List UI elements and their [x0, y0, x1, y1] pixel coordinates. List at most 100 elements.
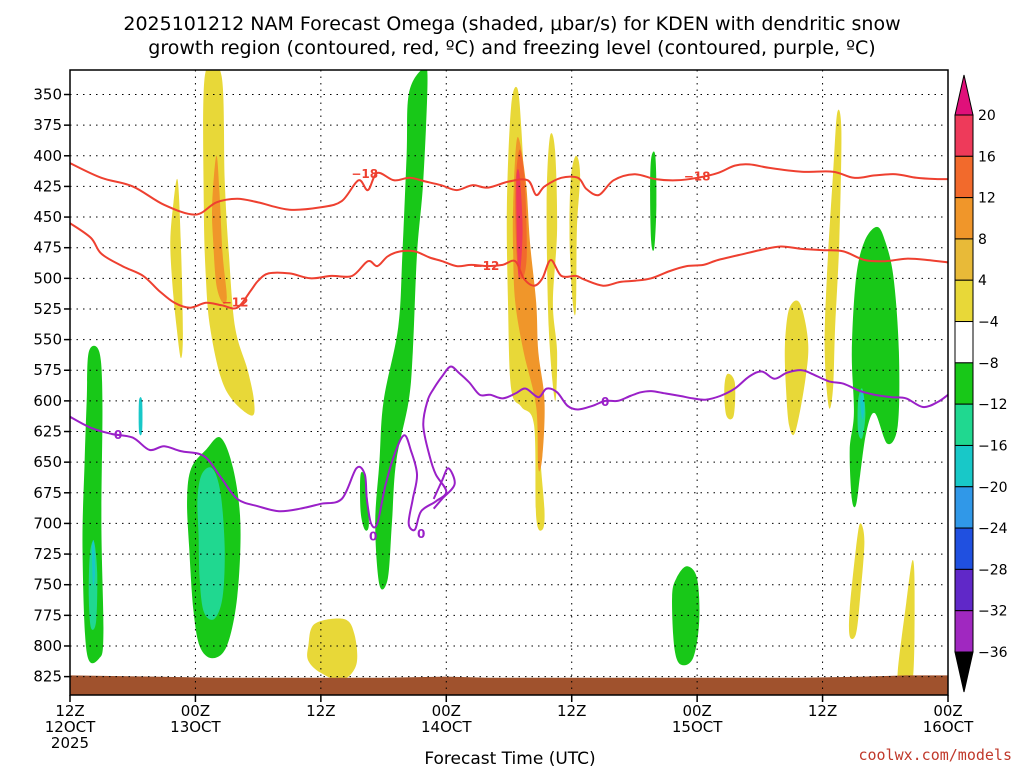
colorbar-label: −4 — [978, 315, 999, 331]
omega-region-8 — [516, 168, 523, 280]
colorbar-band — [954, 155, 974, 199]
plot-frame — [69, 69, 949, 696]
isotherm-label: −18 — [684, 169, 711, 183]
omega-region-2 — [212, 155, 227, 304]
y-tick-label: 675 — [33, 484, 62, 502]
colorbar-band — [954, 321, 974, 364]
y-tick-label: 500 — [33, 269, 62, 287]
isotherm-label: −12 — [222, 296, 249, 310]
colorbar-band — [954, 568, 974, 612]
y-tick-label: 775 — [33, 606, 62, 624]
x-tick-label: 00Z — [181, 702, 210, 720]
y-tick-label: 625 — [33, 423, 62, 441]
y-tick-label: 725 — [33, 545, 62, 563]
terrain-fill — [70, 675, 948, 695]
x-tick-label: 16OCT — [923, 718, 974, 736]
colorbar-band — [954, 362, 974, 405]
colorbar-label: −16 — [978, 438, 1008, 454]
omega-region-22 — [197, 467, 225, 620]
omega-region-11 — [724, 373, 736, 420]
isotherm-label: 0 — [601, 395, 609, 409]
omega-region-25 — [849, 226, 900, 508]
y-tick-label: 700 — [33, 514, 62, 532]
y-tick-label: 650 — [33, 453, 62, 471]
colorbar-band — [954, 403, 974, 446]
isotherm-1 — [70, 222, 948, 310]
omega-region-4 — [546, 133, 558, 402]
terrain-surface — [70, 675, 948, 695]
x-tick-label: 2025 — [51, 734, 89, 752]
colorbar-label: −36 — [978, 645, 1008, 661]
colorbar-band — [954, 114, 974, 157]
x-tick-label: 12Z — [808, 702, 837, 720]
colorbar-label: 16 — [978, 149, 996, 165]
colorbar-band — [954, 486, 974, 529]
colorbar-band — [954, 610, 974, 653]
colorbar-band — [954, 444, 974, 488]
x-tick-label: 12Z — [557, 702, 586, 720]
omega-region-16 — [359, 471, 369, 531]
x-tick-label: 14OCT — [421, 718, 472, 736]
x-tick-label: 12Z — [306, 702, 335, 720]
y-tick-label: 350 — [33, 86, 62, 104]
omega-region-14 — [897, 559, 915, 693]
colorbar-label: 4 — [978, 273, 987, 289]
colorbar-label: 20 — [978, 108, 996, 124]
title-line-1: 2025101212 NAM Forecast Omega (shaded, μ… — [123, 13, 900, 35]
isotherm-label: −12 — [473, 259, 500, 273]
isotherm-label: 0 — [369, 530, 377, 544]
isotherm-label: −18 — [351, 167, 378, 181]
y-tick-label: 600 — [33, 392, 62, 410]
omega-region-23 — [650, 151, 657, 251]
y-tick-label: 750 — [33, 576, 62, 594]
omega-region-24 — [672, 566, 700, 666]
omega-region-0 — [170, 178, 183, 359]
omega-region-1 — [203, 70, 255, 416]
y-tick-label: 425 — [33, 177, 62, 195]
omega-region-18 — [88, 540, 98, 630]
gridlines — [70, 70, 948, 695]
y-tick-label: 375 — [33, 116, 62, 134]
x-tick-label: 00Z — [682, 702, 711, 720]
x-tick-label: 00Z — [432, 702, 461, 720]
colorbar-band — [954, 197, 974, 240]
isotherm-2 — [70, 365, 948, 532]
colorbar-label: −8 — [978, 356, 999, 372]
omega-region-19 — [91, 539, 96, 586]
title-line-2: growth region (contoured, red, ºC) and f… — [148, 37, 875, 59]
omega-region-20 — [138, 397, 143, 436]
colorbar-label: −28 — [978, 562, 1008, 578]
x-tick-label: 12OCT — [45, 718, 96, 736]
colorbar-label: 12 — [978, 191, 996, 207]
x-tick-label: 15OCT — [672, 718, 723, 736]
x-tick-label: 12Z — [55, 702, 84, 720]
y-tick-label: 550 — [33, 331, 62, 349]
credit-link[interactable]: coolwx.com/models — [858, 746, 1012, 764]
omega-region-10 — [784, 300, 809, 436]
colorbar-bottom-arrow — [954, 651, 974, 693]
isotherm-0 — [70, 162, 948, 216]
y-tick-label: 575 — [33, 361, 62, 379]
isotherm-label: 0 — [417, 527, 425, 541]
omega-region-5 — [569, 155, 581, 316]
y-tick-label: 400 — [33, 147, 62, 165]
colorbar-band — [954, 238, 974, 281]
y-tick-label: 525 — [33, 300, 62, 318]
colorbar-top-arrow — [954, 74, 974, 116]
isotherm-3 — [432, 467, 456, 510]
omega-region-27 — [860, 390, 865, 420]
y-tick-label: 450 — [33, 208, 62, 226]
omega-region-13 — [848, 523, 865, 640]
x-tick-label: 13OCT — [170, 718, 221, 736]
colorbar: 20 16 12 8 4 −4 −8 −12 −16 −20 −24 −28 −32 −36 — [954, 74, 1008, 693]
pressure-axis: 350 375 400 425 450 475 500 525 550 575 600 625 650 6… — [33, 86, 70, 686]
colorbar-band — [954, 279, 974, 323]
colorbar-label: −24 — [978, 521, 1008, 537]
omega-region-12 — [307, 618, 358, 681]
colorbar-label: 8 — [978, 232, 987, 248]
x-axis-label: Forecast Time (UTC) — [424, 749, 595, 768]
x-tick-label: 00Z — [933, 702, 962, 720]
omega-region-15 — [375, 70, 428, 590]
